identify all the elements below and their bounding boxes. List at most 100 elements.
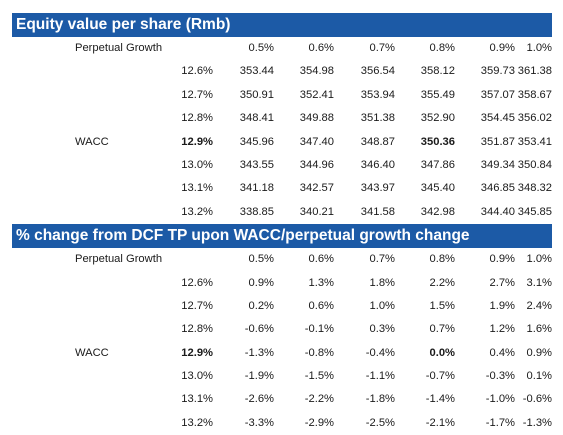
- table-cell: 1.6%: [526, 323, 553, 336]
- table-cell: -2.1%: [425, 416, 455, 429]
- table-cell: 0.3%: [369, 323, 396, 336]
- growth-header: 0.7%: [369, 42, 396, 54]
- table-cell: 1.2%: [489, 323, 516, 336]
- table-body: 12.6% 0.9% 1.3% 1.8% 2.2% 2.7% 3.1% 12.7% 0.2% 0.…: [12, 272, 552, 435]
- wacc-value: 13.2%: [181, 416, 213, 429]
- table-cell: 346.40: [360, 158, 395, 171]
- wacc-value: 12.6%: [181, 276, 213, 289]
- table-cell: -0.1%: [304, 323, 334, 336]
- table-row: 12.6% 0.9% 1.3% 1.8% 2.2% 2.7% 3.1%: [12, 272, 552, 295]
- growth-header-row: Perpetual Growth 0.5% 0.6% 0.7% 0.8% 0.9…: [12, 248, 552, 271]
- table-cell: -1.8%: [365, 393, 395, 406]
- table-cell: 0.7%: [429, 323, 456, 336]
- table-cell: 347.86: [420, 158, 455, 171]
- table-row: WACC 12.9% 345.96 347.40 348.87 350.36 351.87 3…: [12, 131, 552, 154]
- table-cell: 345.40: [420, 182, 455, 195]
- growth-header: 0.6%: [308, 42, 335, 54]
- table-cell: 348.41: [239, 112, 274, 125]
- sensitivity-sheet: Equity value per share (Rmb) Perpetual G…: [12, 13, 552, 435]
- table-cell: -0.3%: [485, 370, 515, 383]
- table-cell: 0.9%: [526, 346, 553, 359]
- wacc-value: 12.7%: [181, 88, 213, 101]
- table-cell: 1.0%: [369, 299, 396, 312]
- table-cell: -1.5%: [304, 370, 334, 383]
- table-cell: 351.38: [360, 112, 395, 125]
- pct-change-title: % change from DCF TP upon WACC/perpetual…: [12, 224, 552, 249]
- growth-header: 0.8%: [429, 42, 456, 54]
- table-cell: 1.3%: [308, 276, 335, 289]
- table-row: 12.8% -0.6% -0.1% 0.3% 0.7% 1.2% 1.6%: [12, 318, 552, 341]
- table-cell: 358.12: [420, 65, 455, 78]
- table-cell: -1.9%: [244, 370, 274, 383]
- wacc-value: 12.7%: [181, 299, 213, 312]
- table-cell: -1.0%: [485, 393, 515, 406]
- table-cell: 1.5%: [429, 299, 456, 312]
- table-body: 12.6% 353.44 354.98 356.54 358.12 359.73 361.3…: [12, 60, 552, 224]
- equity-value-table: Equity value per share (Rmb) Perpetual G…: [12, 13, 552, 224]
- table-cell: 3.1%: [526, 276, 553, 289]
- growth-header: 0.6%: [308, 253, 335, 266]
- table-cell: 341.58: [360, 205, 395, 218]
- table-cell: 342.98: [420, 205, 455, 218]
- table-cell: 345.85: [517, 205, 552, 218]
- table-cell: 358.67: [517, 88, 552, 101]
- wacc-value: 12.9%: [181, 346, 213, 359]
- table-cell: 343.55: [239, 158, 274, 171]
- table-cell: 353.41: [517, 135, 552, 148]
- table-cell: 345.96: [239, 135, 274, 148]
- perpetual-growth-label: Perpetual Growth: [75, 253, 163, 266]
- table-cell: 341.18: [239, 182, 274, 195]
- wacc-value: 13.2%: [181, 205, 213, 218]
- table-row: 12.6% 353.44 354.98 356.54 358.12 359.73 361.3…: [12, 60, 552, 83]
- growth-header: 0.7%: [369, 253, 396, 266]
- table-cell: -1.3%: [522, 416, 552, 429]
- table-cell: 349.88: [299, 112, 334, 125]
- table-cell: 348.87: [360, 135, 395, 148]
- table-cell: 357.07: [480, 88, 515, 101]
- table-cell: 343.97: [360, 182, 395, 195]
- table-cell: 1.9%: [489, 299, 516, 312]
- table-row: 13.0% -1.9% -1.5% -1.1% -0.7% -0.3% 0.1%: [12, 365, 552, 388]
- table-cell: 352.90: [420, 112, 455, 125]
- table-cell: -1.7%: [485, 416, 515, 429]
- table-cell: 1.8%: [369, 276, 396, 289]
- table-cell: -0.4%: [365, 346, 395, 359]
- table-cell: -2.5%: [365, 416, 395, 429]
- table-cell: -1.3%: [244, 346, 274, 359]
- table-cell: 350.84: [517, 158, 552, 171]
- table-cell: -2.9%: [304, 416, 334, 429]
- table-cell: 356.54: [360, 65, 395, 78]
- table-row: 12.7% 350.91 352.41 353.94 355.49 357.07 358.6…: [12, 84, 552, 107]
- growth-header: 0.5%: [248, 253, 275, 266]
- table-cell: 361.38: [517, 65, 552, 78]
- table-cell: 0.9%: [248, 276, 275, 289]
- pct-change-table: % change from DCF TP upon WACC/perpetual…: [12, 224, 552, 435]
- table-cell: 346.85: [480, 182, 515, 195]
- wacc-value: 13.1%: [181, 393, 213, 406]
- table-cell: 348.32: [517, 182, 552, 195]
- table-cell: 349.34: [480, 158, 515, 171]
- wacc-value: 12.6%: [181, 65, 213, 78]
- growth-header: 1.0%: [526, 253, 553, 266]
- table-cell: -0.6%: [244, 323, 274, 336]
- growth-header: 0.9%: [489, 253, 516, 266]
- table-cell: 354.98: [299, 65, 334, 78]
- growth-header: 0.9%: [489, 42, 516, 54]
- table-cell: 344.96: [299, 158, 334, 171]
- table-row: 13.2% -3.3% -2.9% -2.5% -2.1% -1.7% -1.3%: [12, 412, 552, 435]
- table-cell: 342.57: [299, 182, 334, 195]
- table-cell: 350.91: [239, 88, 274, 101]
- table-row: 12.7% 0.2% 0.6% 1.0% 1.5% 1.9% 2.4%: [12, 295, 552, 318]
- table-cell: -1.1%: [365, 370, 395, 383]
- growth-header: 1.0%: [526, 42, 553, 54]
- growth-header-row: Perpetual Growth 0.5% 0.6% 0.7% 0.8% 0.9…: [12, 37, 552, 60]
- wacc-value: 13.0%: [181, 370, 213, 383]
- table-cell: 0.0%: [429, 346, 456, 359]
- table-cell: 2.7%: [489, 276, 516, 289]
- growth-header: 0.5%: [248, 42, 275, 54]
- table-cell: 359.73: [480, 65, 515, 78]
- table-row: 13.2% 338.85 340.21 341.58 342.98 344.40 345.8…: [12, 201, 552, 224]
- table-cell: -1.4%: [425, 393, 455, 406]
- wacc-value: 12.8%: [181, 112, 213, 125]
- table-cell: 0.2%: [248, 299, 275, 312]
